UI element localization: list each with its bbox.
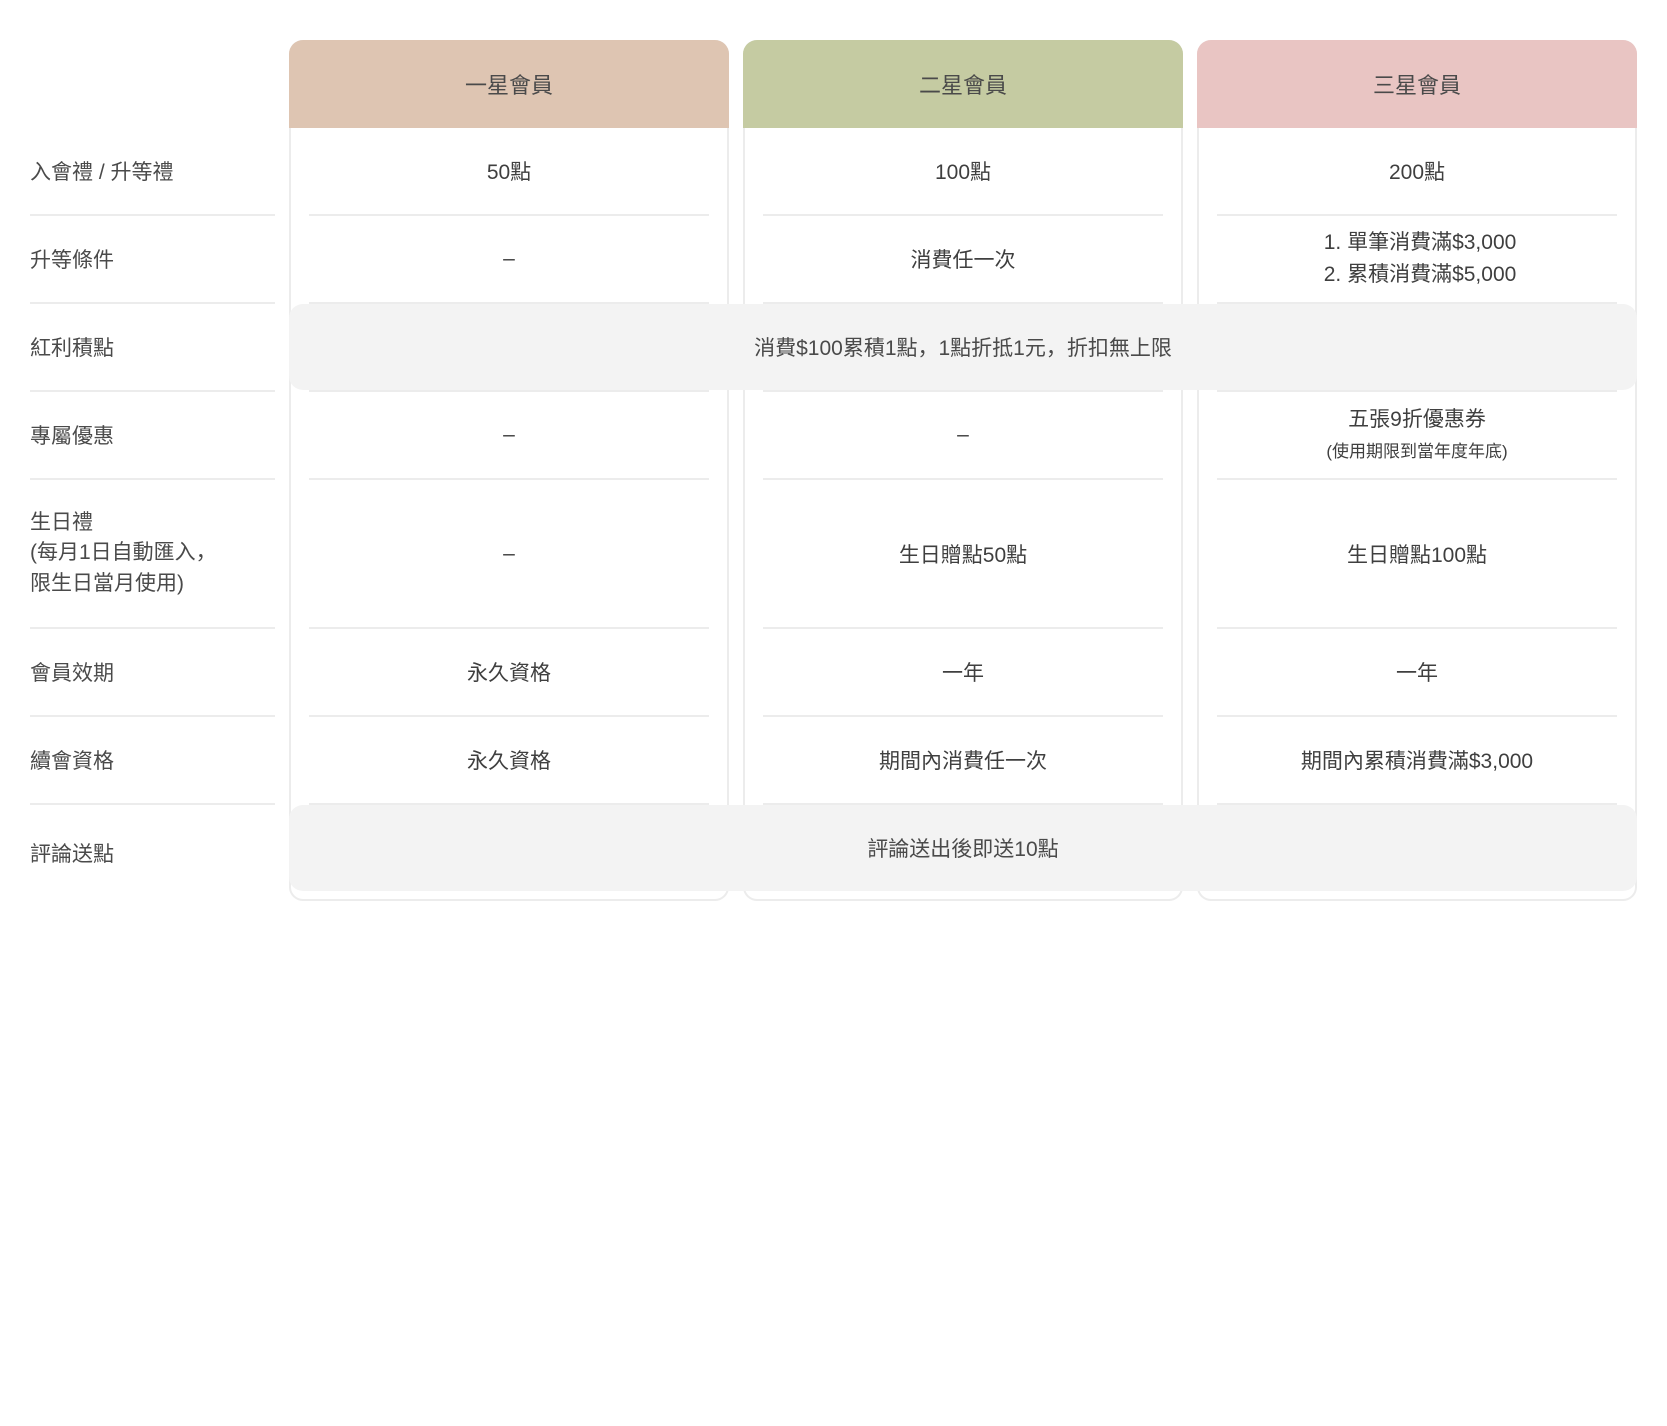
validity-t3: 一年 <box>1197 629 1637 715</box>
upgrade-t1: – <box>289 216 729 302</box>
birthday-label-line2: (每月1日自動匯入， <box>30 538 217 568</box>
exclusive-t3-note: (使用期限到當年度年底) <box>1326 440 1507 465</box>
renewal-t1: 永久資格 <box>289 717 729 803</box>
row-label-points: 紅利積點 <box>30 304 275 390</box>
renewal-t2: 期間內消費任一次 <box>743 717 1183 803</box>
upgrade-t3-item-1: 單筆消費滿$3,000 <box>1347 228 1516 258</box>
row-label-join-bonus: 入會禮 / 升等禮 <box>30 128 275 214</box>
join-bonus-t1: 50點 <box>289 128 729 214</box>
exclusive-t3-main: 五張9折優惠券 <box>1348 408 1486 431</box>
row-label-review: 評論送點 <box>30 805 275 901</box>
exclusive-t2: – <box>743 392 1183 478</box>
row-label-birthday: 生日禮 (每月1日自動匯入， 限生日當月使用) <box>30 480 275 627</box>
membership-comparison-table: 一星會員 二星會員 三星會員 入會禮 / 升等禮 50點 100點 200點 升… <box>30 40 1637 901</box>
birthday-label-line3: 限生日當月使用) <box>30 569 217 599</box>
birthday-t2: 生日贈點50點 <box>743 480 1183 627</box>
tier-1-header: 一星會員 <box>289 40 729 128</box>
birthday-t1: – <box>289 480 729 627</box>
review-span-value: 評論送出後即送10點 <box>289 805 1637 891</box>
tier-2-header: 二星會員 <box>743 40 1183 128</box>
exclusive-t1: – <box>289 392 729 478</box>
row-label-validity: 會員效期 <box>30 629 275 715</box>
tier-3-header: 三星會員 <box>1197 40 1637 128</box>
row-label-upgrade: 升等條件 <box>30 216 275 302</box>
header-spacer <box>30 40 275 128</box>
points-span-value: 消費$100累積1點，1點折抵1元，折扣無上限 <box>289 304 1637 390</box>
validity-t1: 永久資格 <box>289 629 729 715</box>
birthday-label-line1: 生日禮 <box>30 508 217 538</box>
join-bonus-t2: 100點 <box>743 128 1183 214</box>
birthday-t3: 生日贈點100點 <box>1197 480 1637 627</box>
row-label-renewal: 續會資格 <box>30 717 275 803</box>
join-bonus-t3: 200點 <box>1197 128 1637 214</box>
exclusive-t3: 五張9折優惠券 (使用期限到當年度年底) <box>1197 392 1637 478</box>
validity-t2: 一年 <box>743 629 1183 715</box>
renewal-t3: 期間內累積消費滿$3,000 <box>1197 717 1637 803</box>
upgrade-t3-item-2: 累積消費滿$5,000 <box>1347 260 1516 290</box>
upgrade-t2: 消費任一次 <box>743 216 1183 302</box>
upgrade-t3: 單筆消費滿$3,000 累積消費滿$5,000 <box>1197 216 1637 302</box>
row-label-exclusive: 專屬優惠 <box>30 392 275 478</box>
